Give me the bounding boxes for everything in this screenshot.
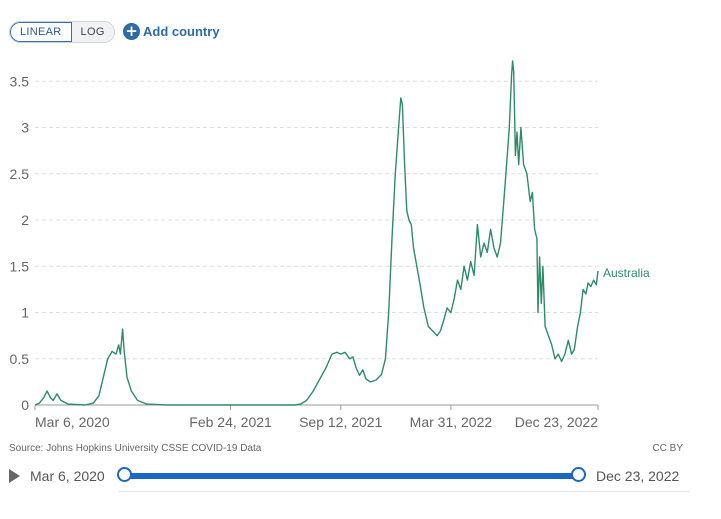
- series-label: Australia: [603, 266, 650, 280]
- plus-circle-icon: +: [123, 22, 140, 40]
- x-tick-label: Mar 6, 2020: [35, 414, 110, 430]
- y-tick-label: 2: [21, 212, 29, 228]
- scale-toggle: LINEAR LOG: [9, 21, 115, 43]
- x-tick-label: Mar 31, 2022: [410, 414, 493, 430]
- timeline-start-date: Mar 6, 2020: [30, 468, 105, 484]
- timeline-range[interactable]: [125, 473, 578, 479]
- y-tick-label: 2.5: [10, 166, 30, 182]
- y-tick-label: 0.5: [10, 351, 30, 367]
- series-line-australia: [34, 60, 599, 406]
- timeline-start-handle[interactable]: [117, 467, 132, 482]
- log-scale-button[interactable]: LOG: [71, 22, 114, 42]
- add-country-label: Add country: [143, 23, 220, 39]
- y-tick-label: 0: [21, 397, 29, 413]
- y-tick-label: 1.5: [10, 258, 30, 274]
- timeline-rail: [118, 491, 690, 492]
- add-country-button[interactable]: + Add country: [123, 21, 220, 41]
- x-tick-label: Sep 12, 2021: [299, 414, 383, 430]
- x-tick-label: Dec 23, 2022: [515, 414, 598, 430]
- timeline-end-handle[interactable]: [571, 467, 586, 482]
- y-tick-label: 1: [21, 305, 29, 321]
- y-tick-label: 3: [21, 120, 29, 136]
- y-tick-label: 3.5: [10, 73, 30, 89]
- source-note: Source: Johns Hopkins University CSSE CO…: [9, 443, 262, 454]
- license-link[interactable]: CC BY: [652, 443, 683, 454]
- play-icon[interactable]: [9, 469, 20, 483]
- linear-scale-button[interactable]: LINEAR: [10, 22, 72, 42]
- timeline-end-date: Dec 23, 2022: [596, 468, 680, 484]
- line-chart: 0 0.5 1 1.5 2 2.5 3 3.5 Mar 6, 2020 Feb 24, 2021 S…: [10, 60, 650, 430]
- x-tick-label: Feb 24, 2021: [189, 414, 272, 430]
